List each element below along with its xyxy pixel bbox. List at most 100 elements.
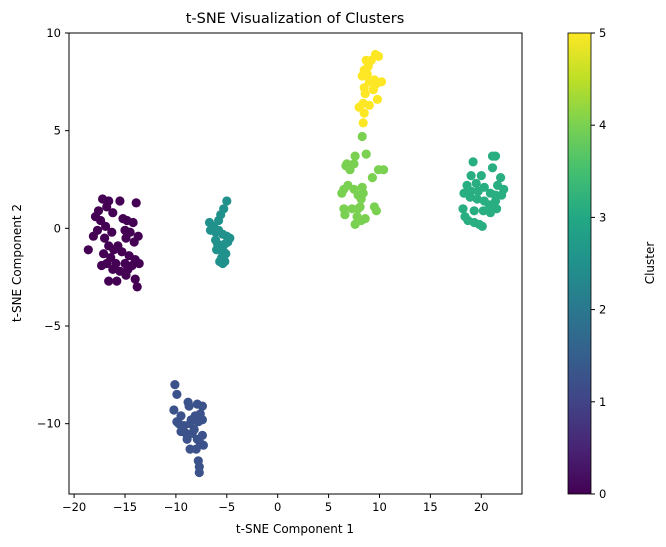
colorbar-label: Cluster (643, 242, 657, 285)
x-axis-ticks: −20 −15 −10 −5 0 5 10 15 20 (62, 494, 489, 514)
cluster-1-point (198, 440, 208, 450)
x-tick-label: 5 (325, 500, 332, 514)
cluster-5-point (359, 108, 369, 118)
cluster-3-point (472, 194, 482, 204)
cluster-2-point (223, 237, 233, 247)
cluster-0-point (117, 247, 127, 257)
cluster-5-point (368, 85, 378, 95)
y-tick-label: −5 (44, 319, 61, 333)
cluster-2-point (221, 249, 231, 259)
cluster-3-point (478, 206, 488, 216)
cluster-4-point (371, 206, 381, 216)
cluster-0-point (108, 208, 118, 218)
cluster-3-point (496, 173, 506, 183)
cluster-0-point (101, 221, 111, 231)
cluster-0-point (121, 233, 131, 243)
cluster-0-point (100, 233, 110, 243)
cluster-1-point (170, 380, 180, 390)
cluster-4-point (367, 173, 377, 183)
plot-area: −20 −15 −10 −5 0 5 10 15 20 −10 −5 0 5 10 (37, 26, 523, 514)
cluster-3-point (458, 204, 468, 214)
cluster-3-point (490, 151, 501, 161)
y-tick-label: 10 (46, 26, 61, 40)
cluster-3-point (471, 178, 481, 188)
cluster-5-point (357, 71, 367, 81)
x-tick-label: 10 (372, 500, 387, 514)
cluster-0-point (134, 258, 144, 269)
colorbar: 0 1 2 3 4 5 Cluster (567, 26, 657, 501)
cluster-4-point (350, 219, 360, 229)
cluster-1-point (197, 430, 207, 440)
cluster-3-point (466, 171, 476, 181)
cluster-0-point (108, 264, 118, 274)
cluster-0-point (83, 245, 93, 255)
cluster-1-point (197, 401, 207, 411)
colorbar-gradient (567, 32, 592, 495)
x-tick-label: −10 (164, 500, 188, 514)
cluster-0-point (107, 227, 117, 237)
cluster-0-point (102, 202, 112, 212)
x-tick-label: 20 (474, 500, 489, 514)
cluster-2-point (218, 258, 228, 269)
cluster-0-point (115, 196, 125, 206)
cluster-1-point (184, 401, 194, 411)
y-tick-label: −10 (37, 417, 61, 431)
cluster-1-point (191, 444, 201, 454)
cluster-2-point (211, 227, 221, 237)
cluster-4-point (357, 131, 367, 142)
colorbar-ticks: 0 1 2 3 4 5 (591, 26, 606, 501)
cluster-4-point (379, 165, 389, 175)
x-tick-label: 0 (274, 500, 281, 514)
cluster-4-point (353, 204, 363, 214)
colorbar-tick-label: 3 (599, 210, 606, 224)
plot-frame (68, 32, 523, 495)
points-layer (83, 49, 509, 478)
cluster-0-point (112, 276, 122, 286)
cluster-5-point (366, 55, 376, 65)
cluster-0-point (129, 237, 139, 247)
cluster-4-point (337, 188, 347, 198)
cluster-1-point (169, 405, 179, 415)
cluster-1-point (194, 467, 204, 478)
cluster-0-point (132, 282, 142, 292)
cluster-3-point (479, 182, 489, 192)
cluster-2-point (212, 245, 222, 255)
colorbar-tick-label: 4 (599, 118, 606, 132)
cluster-0-point (109, 245, 119, 255)
cluster-1-point (172, 389, 182, 399)
cluster-0-point (131, 198, 141, 208)
cluster-3-point (468, 157, 478, 167)
cluster-0-point (88, 231, 98, 241)
cluster-0-point (99, 249, 109, 259)
x-tick-label: −20 (62, 500, 86, 514)
x-tick-label: −15 (113, 500, 137, 514)
x-tick-label: 15 (423, 500, 438, 514)
x-tick-label: −5 (218, 500, 235, 514)
cluster-0-point (128, 217, 138, 228)
cluster-3-point (469, 206, 479, 216)
cluster-5-point (360, 89, 370, 99)
cluster-3-point (487, 163, 498, 173)
cluster-1-point (197, 415, 207, 425)
cluster-5-point (358, 118, 368, 128)
cluster-3-point (476, 171, 486, 181)
y-axis-ticks: −10 −5 0 5 10 (37, 26, 69, 431)
colorbar-tick-label: 0 (599, 487, 606, 501)
cluster-0-point (104, 276, 114, 286)
cluster-2-point (222, 196, 232, 206)
cluster-4-point (345, 165, 355, 175)
chart-title: t-SNE Visualization of Clusters (186, 11, 405, 27)
y-axis-label: t-SNE Component 2 (10, 204, 24, 322)
colorbar-tick-label: 5 (599, 26, 606, 40)
x-axis-label: t-SNE Component 1 (236, 522, 354, 536)
cluster-4-point (361, 149, 371, 159)
colorbar-tick-label: 2 (599, 303, 606, 317)
cluster-4-point (350, 151, 360, 161)
colorbar-tick-label: 1 (599, 395, 606, 409)
y-tick-label: 0 (54, 221, 61, 235)
cluster-4-point (356, 194, 366, 204)
y-tick-label: 5 (54, 124, 61, 138)
cluster-3-point (465, 192, 475, 202)
cluster-1-point (174, 419, 184, 429)
